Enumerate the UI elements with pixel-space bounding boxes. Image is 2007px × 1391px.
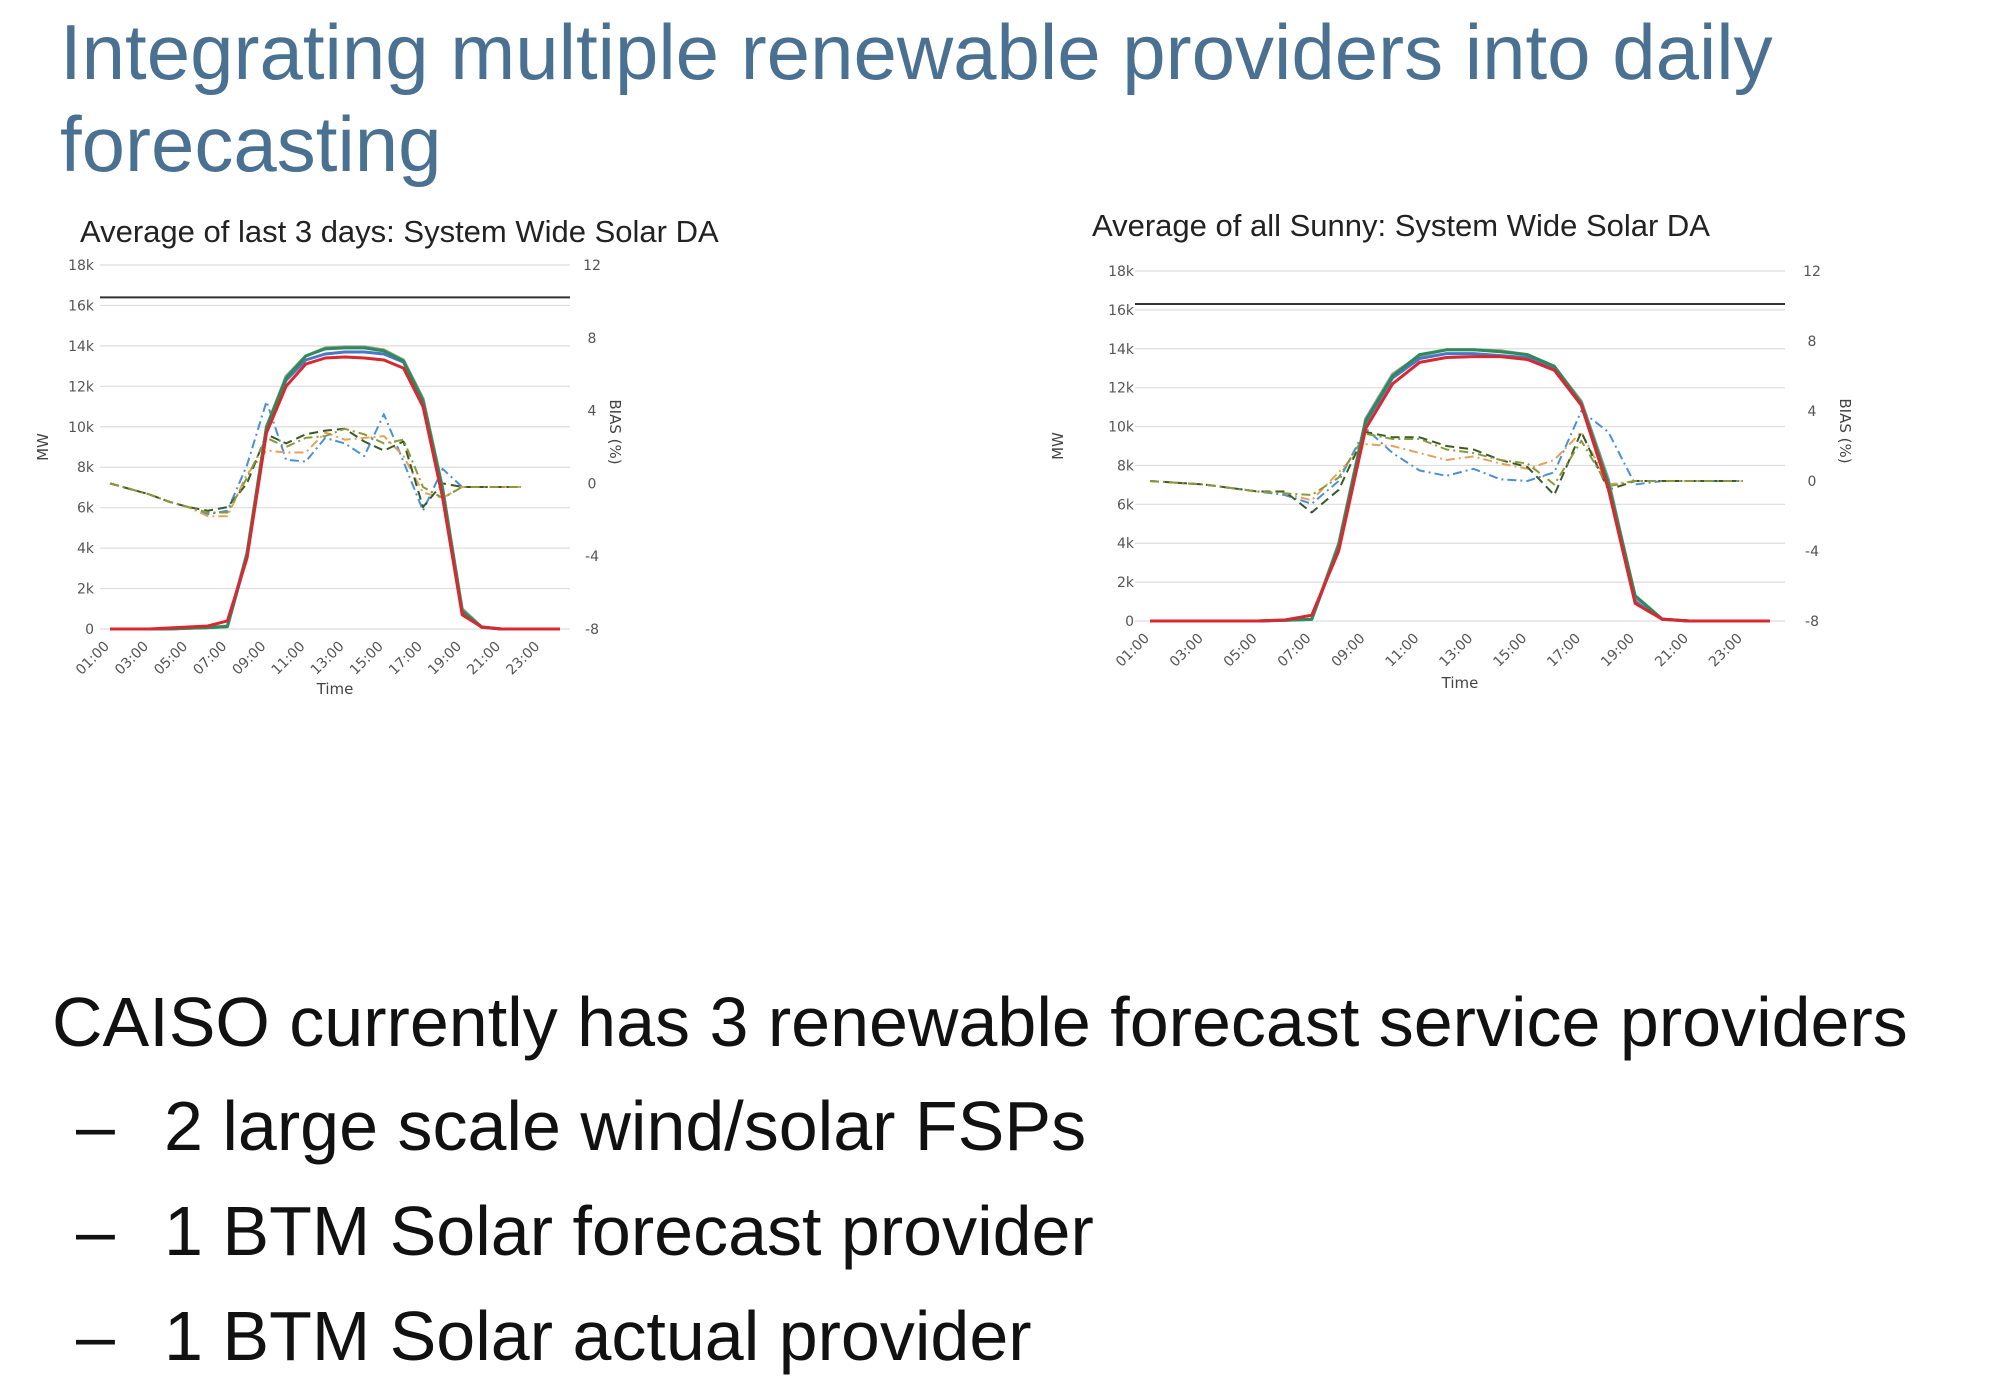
bullet-sub-item: –1 BTM Solar forecast provider [52,1181,1908,1286]
y-tick-label: 2k [77,582,95,598]
y2-tick-label: 8 [588,331,597,347]
y-tick-label: 6k [1117,497,1135,513]
x-tick-label: 23:00 [1706,631,1746,671]
bullet-dash: – [76,1087,115,1165]
bullet-list: CAISO currently has 3 renewable forecast… [52,972,1908,1391]
y2-tick-label: 0 [588,476,597,492]
x-axis-label: Time [316,680,354,698]
y-axis-label: MW [1049,432,1067,460]
y-tick-label: 8k [77,460,95,476]
y-tick-label: 0 [1125,614,1134,630]
y2-tick-label: 4 [588,404,597,420]
x-tick-label: 23:00 [503,639,543,679]
forecast-mw-line [110,350,560,631]
y-tick-label: 4k [77,541,95,557]
x-tick-label: 09:00 [1329,631,1369,671]
y-tick-label: 6k [77,501,95,517]
forecast-mw-line [1150,352,1770,623]
bias-line [109,400,521,516]
y-tick-label: 4k [1117,536,1135,552]
x-tick-label: 03:00 [112,639,152,679]
x-tick-label: 17:00 [386,639,426,679]
y2-tick-label: 12 [1803,264,1821,280]
x-tick-label: 15:00 [347,639,387,679]
x-tick-label: 11:00 [269,639,309,679]
bullet-sub-text: 1 BTM Solar actual provider [164,1297,1032,1375]
x-tick-label: 15:00 [1490,631,1530,671]
y-tick-label: 12k [1108,381,1135,397]
y2-tick-label: 4 [1808,404,1817,420]
y-tick-label: 10k [1108,420,1135,436]
y2-axis-label: BIAS (%) [606,399,624,464]
chart-all-sunny: Average of all Sunny: System Wide Solar … [1049,208,1854,692]
bias-line [109,431,521,518]
y-tick-label: 14k [68,339,95,355]
forecast-mw-line [1150,355,1770,623]
forecast-mw-line [110,355,560,631]
x-tick-label: 13:00 [308,639,348,679]
bullet-sub-item: –1 BTM Solar actual provider [52,1286,1908,1391]
x-tick-label: 05:00 [151,639,191,679]
bullet-main: CAISO currently has 3 renewable forecast… [52,983,1908,1061]
forecast-mw-line [1150,348,1770,623]
y2-tick-label: -8 [585,622,599,638]
y2-tick-label: 12 [583,258,601,274]
y-tick-label: 18k [68,258,95,274]
y2-tick-label: -4 [585,549,599,565]
x-tick-label: 17:00 [1544,631,1584,671]
x-tick-label: 11:00 [1383,631,1423,671]
x-tick-label: 03:00 [1167,631,1207,671]
bias-line [1149,432,1743,496]
x-tick-label: 01:00 [73,639,113,679]
forecast-mw-line [1150,348,1770,623]
y-axis-label: MW [34,433,52,461]
y2-tick-label: -8 [1805,614,1819,630]
y2-tick-label: 8 [1808,334,1817,350]
x-tick-label: 19:00 [1598,631,1638,671]
y-tick-label: 2k [1117,575,1135,591]
x-tick-label: 05:00 [1221,631,1261,671]
x-tick-label: 09:00 [229,639,269,679]
x-tick-label: 01:00 [1113,631,1153,671]
bullet-sub-item: –2 large scale wind/solar FSPs [52,1076,1908,1181]
chart-title: Average of all Sunny: System Wide Solar … [1092,208,1710,243]
y-tick-label: 0 [85,622,94,638]
x-tick-label: 19:00 [425,639,465,679]
y-tick-label: 14k [1108,342,1135,358]
x-tick-label: 07:00 [1275,631,1315,671]
bias-line [109,427,521,514]
y2-tick-label: -4 [1805,544,1819,560]
y2-tick-label: 0 [1808,474,1817,490]
x-tick-label: 07:00 [190,639,230,679]
x-axis-label: Time [1441,674,1479,692]
forecast-mw-line [110,346,560,631]
x-tick-label: 21:00 [464,639,504,679]
chart-title: Average of last 3 days: System Wide Sola… [80,214,719,249]
y2-axis-label: BIAS (%) [1836,398,1854,463]
y-tick-label: 18k [1108,264,1135,280]
chart-last-3-days: Average of last 3 days: System Wide Sola… [34,214,719,698]
y-tick-label: 12k [68,379,95,395]
bullet-dash: – [76,1297,115,1375]
x-tick-label: 21:00 [1652,631,1692,671]
y-tick-label: 8k [1117,458,1135,474]
slide-title: Integrating multiple renewable providers… [60,8,1773,188]
y-tick-label: 16k [68,298,95,314]
bullet-sub-text: 2 large scale wind/solar FSPs [164,1087,1087,1165]
x-tick-label: 13:00 [1436,631,1476,671]
bullet-sub-text: 1 BTM Solar forecast provider [164,1192,1094,1270]
y-tick-label: 16k [1108,303,1135,319]
bullet-dash: – [76,1192,115,1270]
bias-line [1149,431,1743,514]
y-tick-label: 10k [68,420,95,436]
